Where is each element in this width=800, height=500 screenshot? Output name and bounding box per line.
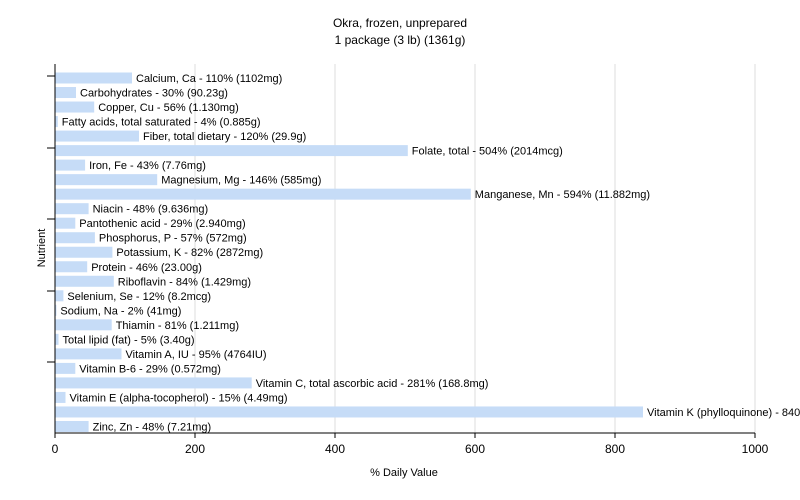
bar xyxy=(55,87,76,99)
bar-label: Magnesium, Mg - 146% (585mg) xyxy=(161,175,321,187)
bar xyxy=(55,420,89,432)
bar xyxy=(55,203,89,215)
bar xyxy=(55,145,408,157)
bar xyxy=(55,72,132,84)
x-tick-label: 0 xyxy=(52,442,59,456)
bar-label: Riboflavin - 84% (1.429mg) xyxy=(118,276,251,288)
bar-label: Vitamin C, total ascorbic acid - 281% (1… xyxy=(256,378,489,390)
x-tick-label: 600 xyxy=(465,442,485,456)
bar-label: Iron, Fe - 43% (7.76mg) xyxy=(89,160,206,172)
x-axis-label: % Daily Value xyxy=(370,467,438,479)
bar xyxy=(55,348,122,360)
bar-label: Vitamin A, IU - 95% (4764IU) xyxy=(126,349,267,361)
bar xyxy=(55,188,471,200)
bar xyxy=(55,130,139,142)
bar-label: Fiber, total dietary - 120% (29.9g) xyxy=(143,131,306,143)
bar xyxy=(55,290,64,302)
bar-label: Vitamin E (alpha-tocopherol) - 15% (4.49… xyxy=(70,392,288,404)
bar-label: Calcium, Ca - 110% (1102mg) xyxy=(136,73,282,85)
bar-label: Vitamin B-6 - 29% (0.572mg) xyxy=(79,363,221,375)
bar xyxy=(55,406,643,418)
bar xyxy=(55,116,58,128)
bar xyxy=(55,304,57,316)
bar-label: Zinc, Zn - 48% (7.21mg) xyxy=(93,421,212,433)
bar xyxy=(55,217,76,229)
bar xyxy=(55,232,95,244)
bar-label: Vitamin K (phylloquinone) - 840% (672.3m… xyxy=(647,407,800,419)
bar xyxy=(55,261,88,273)
bar xyxy=(55,275,114,287)
x-tick-label: 800 xyxy=(605,442,625,456)
x-tick-label: 1000 xyxy=(742,442,769,456)
bar-label: Potassium, K - 82% (2872mg) xyxy=(116,247,263,259)
chart-title: Okra, frozen, unprepared xyxy=(333,16,467,30)
bar xyxy=(55,159,86,171)
bar xyxy=(55,246,113,258)
axes: 0 200 400 600 800 1000 xyxy=(47,64,769,456)
bar xyxy=(55,319,112,331)
bars: Calcium, Ca - 110% (1102mg) Carbohydrates… xyxy=(55,72,800,433)
bar-label: Copper, Cu - 56% (1.130mg) xyxy=(98,102,239,114)
bar-label: Sodium, Na - 2% (41mg) xyxy=(60,305,181,317)
bar-label: Folate, total - 504% (2014mcg) xyxy=(412,146,563,158)
bar-label: Total lipid (fat) - 5% (3.40g) xyxy=(63,334,195,346)
x-tick-label: 200 xyxy=(185,442,205,456)
bar xyxy=(55,391,66,403)
bar-label: Thiamin - 81% (1.211mg) xyxy=(116,320,239,332)
chart-subtitle: 1 package (3 lb) (1361g) xyxy=(335,33,466,47)
bar xyxy=(55,174,158,186)
bar-label: Selenium, Se - 12% (8.2mcg) xyxy=(67,291,211,303)
bar xyxy=(55,333,59,345)
bar xyxy=(55,377,252,389)
bar-label: Manganese, Mn - 594% (11.882mg) xyxy=(475,189,650,201)
bar xyxy=(55,101,95,113)
bar-label: Niacin - 48% (9.636mg) xyxy=(93,204,209,216)
bar-label: Carbohydrates - 30% (90.23g) xyxy=(80,88,228,100)
gridlines xyxy=(194,64,756,433)
bar xyxy=(55,362,76,374)
bar-label: Phosphorus, P - 57% (572mg) xyxy=(99,233,247,245)
y-axis-label: Nutrient xyxy=(36,229,48,268)
bar-label: Fatty acids, total saturated - 4% (0.885… xyxy=(62,117,261,129)
bar-label: Protein - 46% (23.00g) xyxy=(91,262,202,274)
x-tick-label: 400 xyxy=(325,442,345,456)
bar-label: Pantothenic acid - 29% (2.940mg) xyxy=(79,218,245,230)
